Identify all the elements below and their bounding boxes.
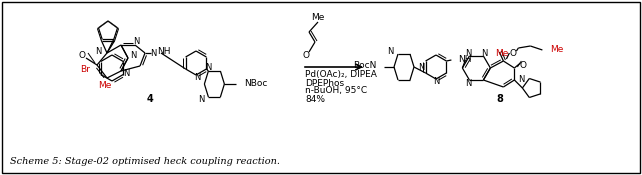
Text: O: O [510, 48, 517, 58]
Text: N: N [433, 78, 439, 86]
Text: N: N [194, 72, 200, 82]
Text: Me: Me [550, 46, 564, 54]
Text: Scheme 5: Stage-02 optimised heck coupling reaction.: Scheme 5: Stage-02 optimised heck coupli… [10, 157, 280, 166]
Text: Pd(OAc)₂, DIPEA: Pd(OAc)₂, DIPEA [305, 71, 377, 79]
Text: N: N [482, 48, 487, 58]
Text: 4: 4 [146, 94, 153, 104]
Text: 8: 8 [496, 94, 503, 104]
Text: NH: NH [458, 54, 472, 64]
Text: N: N [388, 47, 394, 55]
Text: Br: Br [80, 65, 90, 75]
Text: N: N [465, 48, 472, 58]
Text: DPEPhos: DPEPhos [305, 79, 344, 88]
Text: n-BuOH, 95°C: n-BuOH, 95°C [305, 86, 367, 96]
Text: N: N [518, 75, 525, 85]
Text: N: N [130, 51, 136, 61]
Text: O: O [302, 51, 309, 61]
Text: N: N [123, 68, 130, 78]
Text: N: N [96, 47, 102, 57]
Text: NBoc: NBoc [245, 79, 268, 89]
Text: Me: Me [311, 13, 325, 23]
Text: N: N [418, 62, 424, 72]
Text: N: N [150, 48, 157, 58]
Text: N: N [465, 79, 472, 88]
Text: N: N [205, 64, 212, 72]
Text: Me: Me [98, 80, 112, 89]
Text: N: N [133, 37, 139, 46]
Text: O: O [520, 61, 527, 69]
Text: N: N [198, 94, 204, 103]
Text: O: O [78, 51, 85, 60]
Text: Me: Me [495, 48, 508, 58]
Text: NH: NH [157, 47, 171, 57]
Text: BocN: BocN [352, 61, 376, 69]
Text: 84%: 84% [305, 94, 325, 103]
